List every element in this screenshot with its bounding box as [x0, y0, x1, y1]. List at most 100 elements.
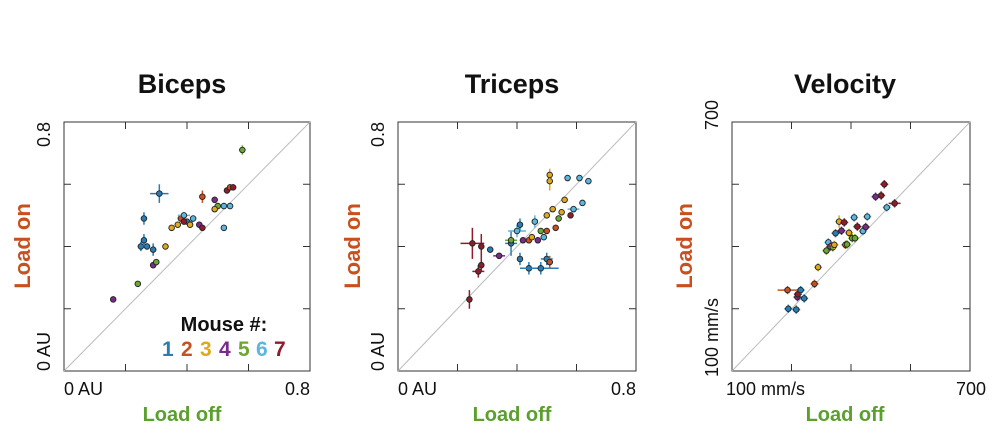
y-tick-min: 100 mm/s: [702, 298, 722, 377]
data-point: [888, 199, 901, 208]
point-marker: [832, 229, 839, 237]
point-marker: [877, 192, 885, 199]
data-point: [850, 213, 859, 222]
data-point: [814, 263, 823, 272]
point-marker: [576, 174, 583, 182]
point-marker: [226, 202, 234, 210]
point-marker: [854, 223, 861, 230]
point-marker: [528, 233, 536, 241]
point-marker: [220, 202, 228, 210]
data-point: [561, 196, 568, 204]
point-marker: [516, 221, 524, 228]
data-point: [777, 285, 798, 295]
point-marker: [811, 280, 818, 288]
y-tick-max: 700: [702, 100, 722, 130]
point-marker: [475, 268, 482, 275]
data-point: [831, 229, 840, 238]
point-marker: [543, 212, 551, 219]
data-point: [149, 243, 157, 256]
point-marker: [478, 261, 485, 269]
data-point: [880, 180, 889, 189]
data-point: [531, 215, 539, 228]
y-axis-label: Load on: [10, 203, 35, 289]
point-marker: [784, 286, 791, 294]
data-point: [585, 177, 592, 185]
point-marker: [797, 286, 804, 294]
data-point: [558, 209, 565, 216]
data-point: [552, 224, 559, 232]
point-marker: [546, 171, 553, 179]
data-point: [840, 218, 849, 227]
legend-item-5: 5: [238, 338, 250, 361]
y-tick-max: 0.8: [34, 122, 54, 147]
point-marker: [881, 180, 888, 188]
data-point: [800, 294, 809, 303]
point-marker: [466, 296, 473, 303]
point-marker: [567, 212, 574, 219]
data-point: [810, 279, 819, 288]
data-point: [150, 184, 169, 203]
point-marker: [211, 196, 218, 204]
panel-title: Velocity: [794, 69, 896, 99]
data-point: [516, 218, 524, 231]
x-tick-max: 0.8: [285, 379, 310, 399]
point-marker: [579, 199, 586, 207]
data-point: [555, 215, 562, 222]
x-tick-min: 100 mm/s: [726, 379, 805, 399]
point-marker: [543, 227, 551, 235]
point-marker: [143, 243, 151, 250]
point-marker: [845, 229, 853, 237]
data-point: [189, 215, 197, 222]
point-marker: [513, 227, 521, 235]
point-marker: [211, 205, 218, 213]
data-point: [784, 304, 793, 313]
data-point: [579, 199, 586, 207]
point-marker: [537, 227, 545, 235]
data-point: [792, 305, 801, 314]
point-marker: [168, 224, 175, 232]
data-point: [845, 228, 853, 237]
point-marker: [555, 215, 562, 222]
point-marker: [507, 237, 515, 244]
point-marker: [519, 237, 527, 244]
legend-item-1: 1: [162, 338, 174, 361]
point-marker: [229, 184, 237, 191]
point-marker: [570, 205, 577, 213]
data-point: [837, 226, 846, 235]
x-axis-label: Load off: [143, 404, 222, 426]
data-point: [853, 222, 862, 231]
point-marker: [189, 215, 197, 222]
data-point: [177, 212, 191, 219]
point-marker: [180, 212, 188, 219]
point-marker: [883, 204, 890, 211]
data-point: [576, 174, 583, 182]
point-marker: [561, 196, 568, 204]
point-marker: [585, 177, 592, 185]
data-point: [211, 205, 218, 213]
panel-title: Biceps: [138, 69, 227, 99]
data-point: [796, 285, 805, 295]
point-marker: [220, 224, 228, 232]
point-marker: [814, 264, 822, 271]
data-point: [519, 237, 527, 244]
point-marker: [180, 218, 188, 225]
point-marker: [838, 227, 845, 234]
y-tick-max: 0.8: [368, 122, 388, 147]
data-point: [137, 241, 145, 252]
point-marker: [140, 237, 148, 244]
data-point: [861, 222, 870, 232]
y-tick-min: 0 AU: [368, 332, 388, 371]
point-marker: [134, 280, 142, 288]
point-marker: [162, 243, 169, 250]
point-marker: [835, 218, 843, 225]
point-marker: [469, 240, 476, 247]
identity-line: [397, 121, 637, 372]
point-marker: [851, 234, 859, 242]
point-marker: [549, 205, 556, 213]
data-point: [140, 234, 148, 247]
point-marker: [793, 306, 800, 313]
point-marker: [174, 221, 182, 228]
data-point: [508, 224, 526, 238]
data-point: [180, 218, 188, 225]
